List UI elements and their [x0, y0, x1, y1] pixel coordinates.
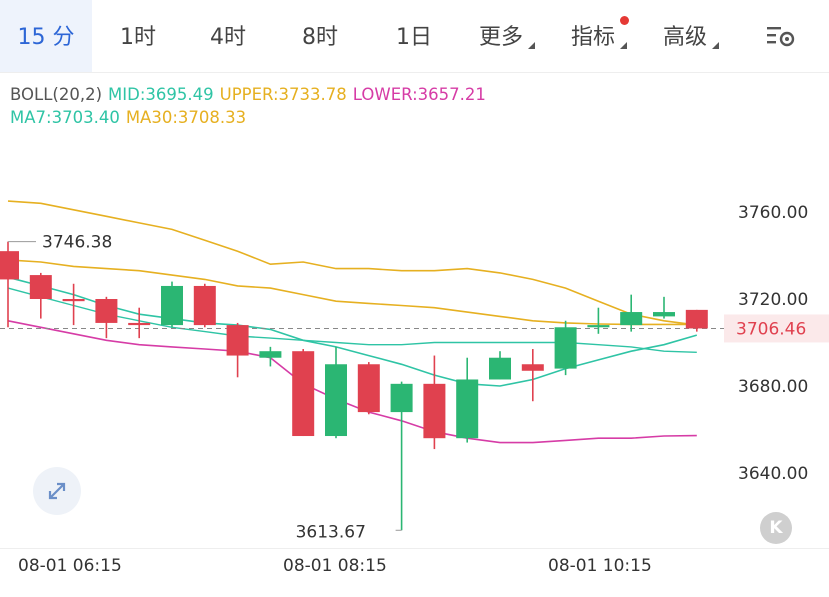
indicator-notification-dot [620, 16, 629, 25]
tab-advanced[interactable]: 高级 [662, 25, 707, 50]
expand-button[interactable] [33, 467, 81, 515]
max-price-label: 3746.38 [42, 233, 112, 253]
legend-ma30: MA30:3708.33 [125, 108, 247, 127]
candle-body [620, 312, 643, 326]
candle-body [226, 325, 249, 356]
last-price-label: 3706.46 [736, 319, 806, 339]
legend-upper: UPPER:3733.78 [219, 85, 347, 104]
ma30-line [7, 259, 697, 326]
legend-lower: LOWER:3657.21 [352, 85, 486, 104]
legend-ma7: MA7:3703.40 [10, 108, 120, 127]
tab-15m[interactable]: 15 分 [0, 0, 92, 72]
candle-body [0, 251, 19, 280]
lower-band-line [7, 320, 697, 444]
chart-settings-icon[interactable] [766, 24, 798, 50]
candle-body [29, 275, 52, 299]
candle-body [521, 364, 544, 371]
candle-body [62, 299, 85, 302]
mid-band-line [7, 287, 697, 353]
candle-body [390, 383, 413, 413]
candle-body [653, 312, 675, 317]
tab-8h[interactable]: 8时 [302, 25, 338, 50]
toolbar-divider [0, 72, 829, 73]
legend-mid: MID:3695.49 [108, 85, 214, 104]
candle-body [357, 364, 380, 413]
legend-boll: BOLL(20,2) [10, 85, 103, 104]
tab-indicators[interactable]: 指标 [570, 25, 615, 50]
candle-body [325, 364, 347, 437]
advanced-dropdown-icon [712, 42, 719, 49]
x-axis-label: 08-01 10:15 [548, 556, 652, 576]
candle-body [193, 285, 216, 326]
y-axis-tick-label: 3720.00 [738, 290, 808, 310]
candle-body [161, 285, 183, 326]
candle-body [587, 325, 610, 328]
candle-body [292, 351, 315, 437]
y-axis-tick-label: 3680.00 [738, 377, 808, 397]
last-price-tag [724, 314, 829, 343]
y-axis-tick-label: 3640.00 [738, 464, 808, 484]
ma7-line [7, 276, 698, 387]
more-dropdown-icon [528, 42, 535, 49]
min-price-label: 3613.67 [296, 522, 366, 542]
axis-divider [0, 548, 829, 549]
y-axis-tick-label: 3760.00 [738, 203, 808, 223]
candle-body [128, 322, 151, 326]
kline-button[interactable]: K [760, 512, 792, 544]
candle-body [685, 309, 708, 329]
candle-body [95, 299, 118, 323]
candle-body [456, 379, 479, 439]
upper-band-line [7, 200, 697, 326]
candle-body [489, 357, 511, 380]
tab-1h[interactable]: 1时 [120, 25, 156, 50]
expand-icon [48, 482, 66, 500]
x-axis-label: 08-01 06:15 [18, 556, 122, 576]
candle-body [554, 327, 577, 369]
indicator-legend: BOLL(20,2) MID:3695.49 UPPER:3733.78 LOWER:… [10, 83, 492, 129]
x-axis-label: 08-01 08:15 [283, 556, 387, 576]
candle-body [259, 351, 282, 358]
tab-more[interactable]: 更多 [478, 25, 523, 50]
k-icon: K [769, 518, 783, 538]
timeframe-toolbar: 15 分 1时 4时 8时 1日 更多 指标 高级 [0, 0, 829, 72]
candle-body [423, 383, 446, 439]
indicator-dropdown-icon [620, 42, 627, 49]
tab-4h[interactable]: 4时 [210, 25, 246, 50]
tab-1d[interactable]: 1日 [396, 25, 432, 50]
